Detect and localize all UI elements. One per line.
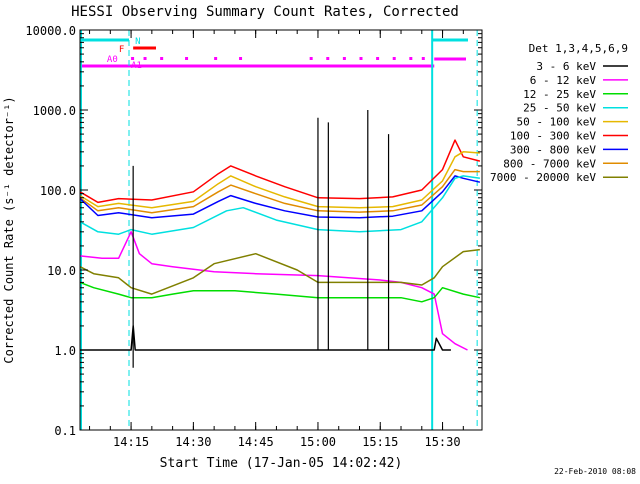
saa-flag-dot	[376, 57, 380, 60]
x-tick-label: 14:45	[238, 435, 274, 449]
saa-flag-dot	[309, 57, 313, 60]
footer-date: 22-Feb-2010 08:08	[554, 467, 636, 476]
saa-flag-dot	[239, 57, 243, 60]
saa-flag-dot	[342, 57, 346, 60]
flag-bars: N FA0 A1	[80, 37, 468, 71]
x-tick-label: 15:00	[300, 435, 336, 449]
x-axis-label: Start Time (17-Jan-05 14:02:42)	[160, 456, 403, 471]
saa-flag-dot	[185, 57, 189, 60]
series-line	[79, 151, 480, 209]
x-tick-label: 15:15	[362, 435, 398, 449]
y-tick-label: 1.0	[54, 344, 76, 358]
y-tick-label: 0.1	[54, 424, 76, 438]
legend-label: 800 - 7000 keV	[503, 157, 596, 170]
series-line	[79, 168, 480, 214]
series-line	[79, 175, 481, 219]
x-tick-label: 14:15	[113, 435, 149, 449]
legend-label: 100 - 300 keV	[510, 130, 596, 143]
legend-label: 3 - 6 keV	[536, 60, 596, 73]
plot-frame	[79, 29, 483, 431]
saa-flag-dot	[326, 57, 330, 60]
y-tick-label: 10.0	[47, 264, 76, 278]
saa-flag-dot	[143, 57, 147, 60]
flag-label: N	[135, 37, 140, 47]
series-line	[79, 139, 481, 204]
y-tick-label: 1000.0	[33, 104, 76, 118]
saa-flag-dot	[409, 57, 413, 60]
series-line	[79, 248, 480, 295]
x-axis-ticks: 14:15 14:30 14:45 15:00 15:15 15:30	[89, 30, 464, 449]
series-line	[79, 281, 481, 303]
series-line	[79, 231, 468, 351]
legend-label: 300 - 800 keV	[510, 143, 596, 156]
legend-label: 25 - 50 keV	[523, 102, 596, 115]
x-tick-label: 14:30	[175, 435, 211, 449]
legend-label: 6 - 12 keV	[530, 74, 597, 87]
series-line	[80, 325, 451, 351]
saa-flag-dot	[421, 57, 425, 60]
saa-flag-dot	[214, 57, 218, 60]
chart-title: HESSI Observing Summary Count Rates, Cor…	[71, 4, 459, 20]
saa-flag-dot	[359, 57, 363, 60]
series-line	[79, 175, 481, 235]
series-layer	[79, 110, 481, 368]
y-tick-label: 100.0	[40, 184, 76, 198]
saa-flag-dot	[131, 57, 135, 60]
legend-label: 7000 - 20000 keV	[490, 171, 596, 184]
y-axis-label: Corrected Count Rate (s⁻¹ detector⁻¹)	[2, 96, 16, 363]
flag-label: F	[119, 45, 124, 55]
legend-label: 50 - 100 keV	[517, 116, 597, 129]
legend-label: 12 - 25 keV	[523, 88, 596, 101]
flag-label: A0	[107, 55, 118, 65]
y-axis-ticks: 0.1 1.0 10.0 100.0 1000.0 10000.0	[25, 24, 482, 438]
y-tick-label: 10000.0	[25, 24, 76, 38]
saa-flag-dot	[392, 57, 396, 60]
x-tick-label: 15:30	[424, 435, 460, 449]
saa-flag-dot	[160, 57, 164, 60]
flag-label: A1	[131, 61, 142, 71]
legend-title: Det 1,3,4,5,6,9	[529, 42, 628, 55]
